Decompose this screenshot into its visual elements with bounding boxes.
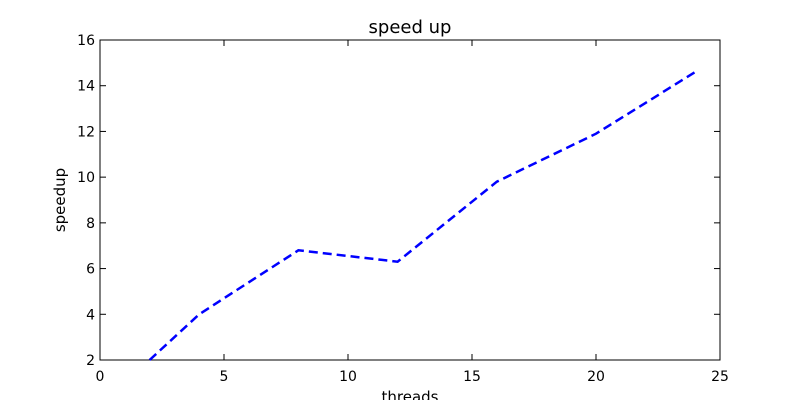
x-tick-label: 20 <box>587 369 605 385</box>
plot-frame <box>99 39 721 361</box>
y-axis-label: speedup <box>51 168 69 232</box>
y-tick-label: 2 <box>86 353 95 369</box>
x-axis-ticks: 0 5 10 15 20 25 <box>96 40 729 385</box>
speedup-series-line <box>148 70 696 361</box>
y-tick-label: 6 <box>86 262 95 278</box>
x-tick-label: 25 <box>711 369 729 385</box>
y-tick-label: 4 <box>86 307 95 323</box>
y-tick-label: 14 <box>77 79 95 95</box>
x-tick-label: 10 <box>339 369 357 385</box>
y-tick-label: 16 <box>77 33 95 49</box>
x-tick-label: 15 <box>463 369 481 385</box>
y-tick-label: 8 <box>86 216 95 232</box>
x-axis-label: threads <box>382 388 439 400</box>
y-tick-label: 10 <box>77 170 95 186</box>
y-tick-label: 12 <box>77 124 95 140</box>
chart-title: speed up <box>369 17 452 38</box>
y-axis-ticks: 2 4 6 8 10 12 14 16 <box>77 33 720 369</box>
x-tick-label: 5 <box>220 369 229 385</box>
x-tick-label: 0 <box>96 369 105 385</box>
series-layer <box>148 70 696 361</box>
